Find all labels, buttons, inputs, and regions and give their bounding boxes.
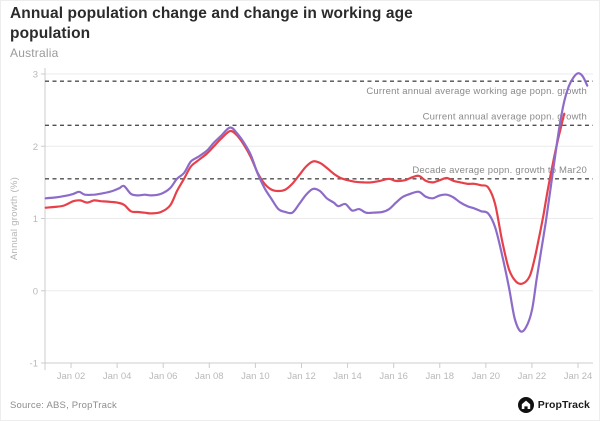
x-tick-label: Jan 08 — [195, 371, 224, 382]
y-tick-label: 2 — [33, 142, 38, 153]
y-tick-label: 3 — [33, 70, 38, 81]
x-tick-label: Jan 22 — [518, 371, 547, 382]
source-note: Source: ABS, PropTrack — [10, 399, 118, 411]
proptrack-logo-text: PropTrack — [537, 399, 590, 411]
y-tick-label: 1 — [33, 214, 38, 225]
page-title: Annual population change and change in w… — [10, 5, 413, 43]
y-axis-title: Annual growth (%) — [9, 177, 20, 260]
x-tick-label: Jan 16 — [379, 371, 408, 382]
y-tick-label: 0 — [33, 286, 38, 297]
chart-footer: Source: ABS, PropTrack PropTrack — [10, 397, 590, 413]
chart-header: Annual population change and change in w… — [10, 4, 490, 60]
x-tick-label: Jan 14 — [333, 371, 362, 382]
series-line-working-age-popn-growth — [44, 72, 589, 333]
x-tick-label: Jan 06 — [149, 371, 178, 382]
reference-line-label: Current annual average working age popn.… — [366, 86, 587, 97]
x-tick-label: Jan 20 — [472, 371, 501, 382]
proptrack-logo: PropTrack — [517, 397, 590, 413]
x-tick-label: Jan 24 — [564, 371, 593, 382]
proptrack-logo-icon — [517, 397, 534, 413]
x-tick-label: Jan 12 — [287, 371, 316, 382]
y-tick-label: -1 — [30, 359, 38, 370]
reference-line-label: Decade average popn. growth to Mar20 — [412, 165, 587, 176]
series-line-popn-growth — [44, 112, 566, 285]
x-tick-label: Jan 02 — [57, 371, 86, 382]
x-tick-label: Jan 10 — [241, 371, 270, 382]
x-tick-label: Jan 18 — [425, 371, 454, 382]
x-tick-label: Jan 04 — [103, 371, 132, 382]
reference-line-label: Current annual average popn. growth — [423, 111, 587, 122]
page-subtitle: Australia — [10, 45, 59, 60]
